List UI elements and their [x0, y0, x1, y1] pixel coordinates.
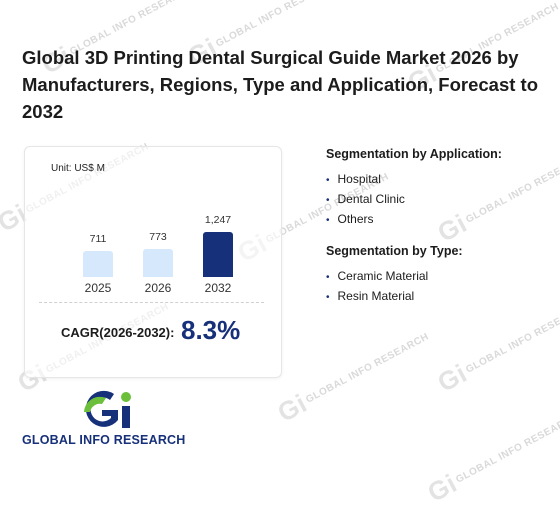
bar-value-label: 773	[149, 231, 167, 243]
list-item: • Ceramic Material	[326, 269, 429, 283]
year-label: 2032	[204, 281, 232, 295]
cagr-value: 8.3%	[181, 315, 241, 345]
watermark: GiGLOBAL INFO RESEARCH	[432, 301, 560, 398]
application-heading: Segmentation by Application:	[326, 147, 502, 161]
market-size-card: Unit: US$ M 711 2025 773 2026 1,247 2032 CAGR…	[24, 146, 282, 378]
divider	[39, 302, 264, 303]
watermark: GiGLOBAL INFO RESEARCH	[422, 411, 560, 508]
bar-value-label: 711	[89, 233, 107, 245]
year-label: 2026	[144, 281, 172, 295]
bar-2026	[143, 249, 173, 277]
bar-2032	[203, 232, 233, 277]
year-label: 2025	[84, 281, 112, 295]
page-title: Global 3D Printing Dental Surgical Guide…	[22, 47, 539, 122]
chart-unit-label: Unit: US$ M	[51, 163, 105, 174]
company-logo: GLOBAL INFO RESEARCH	[22, 388, 192, 448]
type-list: • Ceramic Material • Resin Material	[326, 269, 428, 309]
list-item: • Resin Material	[326, 289, 415, 303]
list-item: • Hospital	[326, 172, 381, 186]
logo-text: GLOBAL INFO RESEARCH	[22, 433, 186, 447]
list-item: • Dental Clinic	[326, 192, 405, 206]
bar-2025	[83, 251, 113, 277]
bar-value-label: 1,247	[204, 214, 232, 226]
list-item: • Others	[326, 212, 374, 226]
application-list: • Hospital • Dental Clinic • Others	[326, 172, 405, 232]
logo-mark	[84, 390, 131, 428]
cagr-label: CAGR(2026-2032):	[61, 325, 175, 340]
type-heading: Segmentation by Type:	[326, 244, 463, 258]
watermark: GiGLOBAL INFO RESEARCH	[272, 331, 431, 428]
